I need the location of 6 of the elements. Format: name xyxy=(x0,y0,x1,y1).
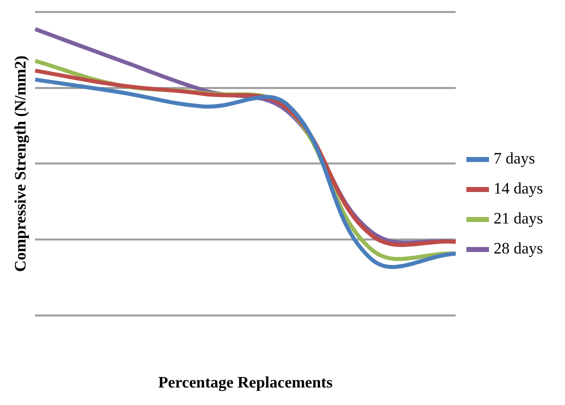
x-axis-title: Percentage Replacements xyxy=(158,374,333,392)
legend-label: 21 days xyxy=(494,210,543,228)
legend-label: 28 days xyxy=(494,240,543,258)
y-axis-title: Compressive Strength (N/mm2) xyxy=(12,56,30,272)
legend-label: 7 days xyxy=(494,150,535,168)
legend-label: 14 days xyxy=(494,180,543,198)
